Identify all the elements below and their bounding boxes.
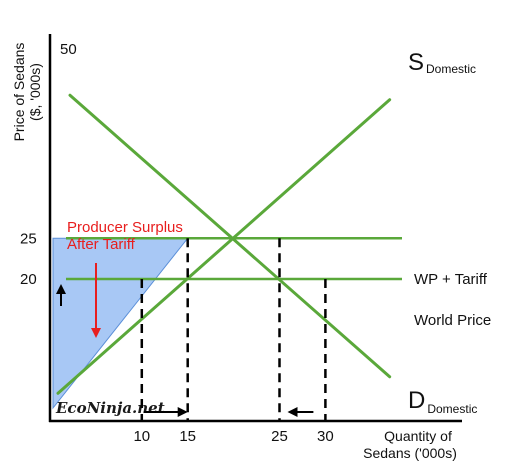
- y-top-label: 50: [60, 41, 77, 58]
- x-axis-label-line-1: Quantity of: [384, 428, 452, 444]
- y-axis-label-line-2: ($, '000s): [27, 63, 43, 121]
- world-price-label: World Price: [414, 312, 491, 329]
- x-tick-label-25: 25: [271, 428, 288, 445]
- supply-label-sub: Domestic: [426, 62, 476, 76]
- x-tick-label-15: 15: [179, 428, 196, 445]
- x-axis-label-line-2: Sedans ('000s): [363, 445, 457, 461]
- wp-tariff-label: WP + Tariff: [414, 271, 488, 288]
- y-axis-label-line-1: Price of Sedans: [11, 43, 27, 142]
- supply-curve-label: S Domestic: [408, 49, 476, 76]
- demand-label-main: D: [408, 387, 425, 414]
- supply-label-main: S: [408, 49, 424, 76]
- y-tick-label-25: 25: [20, 230, 37, 247]
- annotation-line-1: Producer Surplus: [67, 219, 183, 236]
- x-tick-label-30: 30: [317, 428, 334, 445]
- demand-curve-label: D Domestic: [408, 387, 477, 416]
- demand-curve: [68, 93, 392, 379]
- watermark: EcoNinja.net: [55, 399, 165, 417]
- supply-curve: [56, 98, 392, 395]
- annotation-line-2: After Tariff: [67, 236, 136, 253]
- y-tick-label-20: 20: [20, 271, 37, 288]
- x-tick-label-10: 10: [133, 428, 150, 445]
- demand-label-sub: Domestic: [427, 402, 477, 416]
- producer-surplus-area: [52, 237, 189, 410]
